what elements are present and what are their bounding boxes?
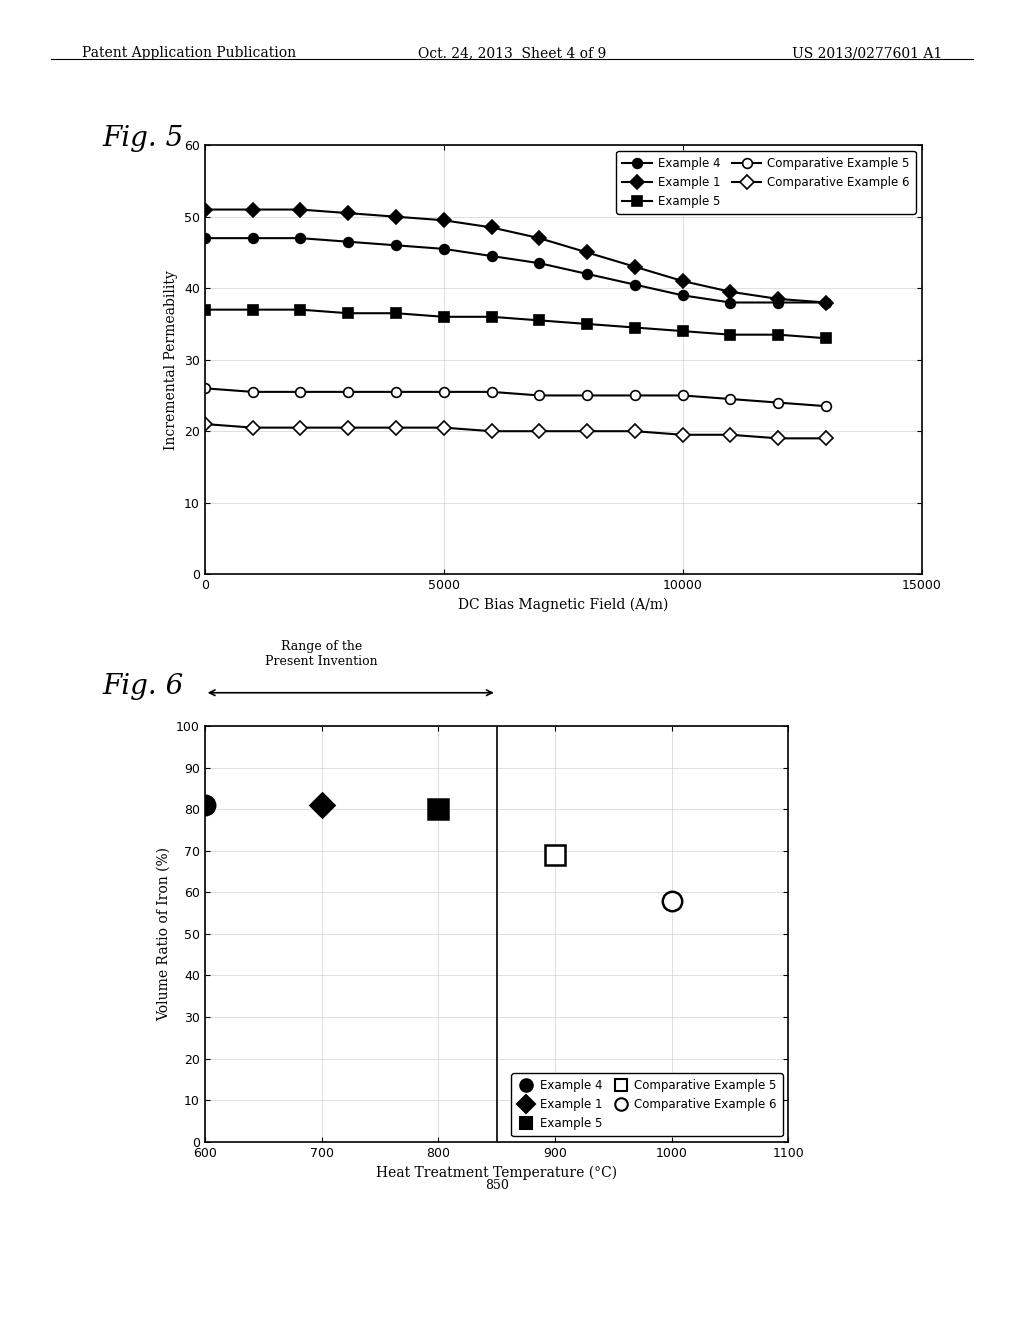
- Text: Patent Application Publication: Patent Application Publication: [82, 46, 296, 61]
- Y-axis label: Incremental Permeability: Incremental Permeability: [165, 269, 178, 450]
- Text: US 2013/0277601 A1: US 2013/0277601 A1: [792, 46, 942, 61]
- Y-axis label: Volume Ratio of Iron (%): Volume Ratio of Iron (%): [157, 847, 171, 1020]
- Text: Oct. 24, 2013  Sheet 4 of 9: Oct. 24, 2013 Sheet 4 of 9: [418, 46, 606, 61]
- Text: Range of the
Present Invention: Range of the Present Invention: [265, 640, 378, 668]
- X-axis label: DC Bias Magnetic Field (A/m): DC Bias Magnetic Field (A/m): [458, 598, 669, 612]
- Text: Fig. 5: Fig. 5: [102, 125, 183, 152]
- Text: 850: 850: [484, 1179, 509, 1192]
- Legend: Example 4, Example 1, Example 5, Comparative Example 5, Comparative Example 6: Example 4, Example 1, Example 5, Compara…: [616, 150, 915, 214]
- Text: Fig. 6: Fig. 6: [102, 673, 183, 700]
- Legend: Example 4, Example 1, Example 5, Comparative Example 5, Comparative Example 6: Example 4, Example 1, Example 5, Compara…: [511, 1073, 782, 1137]
- X-axis label: Heat Treatment Temperature (°C): Heat Treatment Temperature (°C): [376, 1166, 617, 1180]
